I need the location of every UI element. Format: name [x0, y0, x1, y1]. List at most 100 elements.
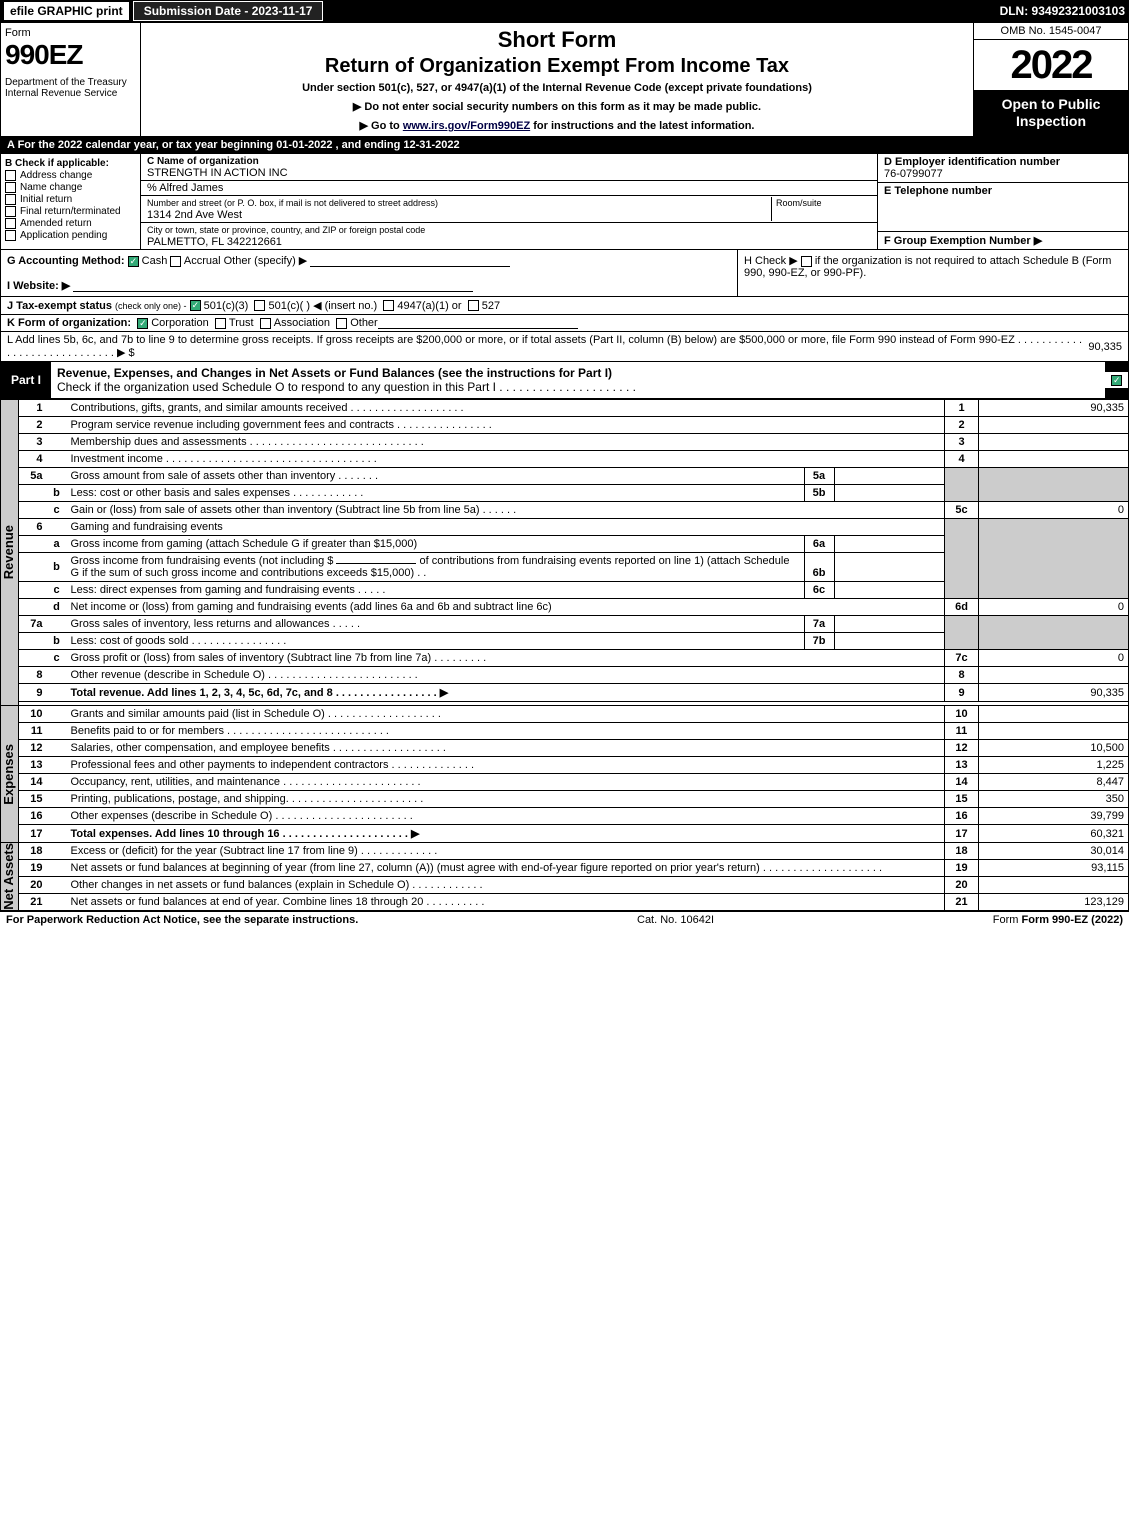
- inner-num: 5b: [804, 485, 834, 501]
- irs-link[interactable]: www.irs.gov/Form990EZ: [403, 120, 530, 132]
- checkbox-icon[interactable]: [336, 318, 347, 329]
- line-desc: Other changes in net assets or fund bala…: [67, 877, 945, 894]
- instr-post: for instructions and the latest informat…: [530, 120, 754, 132]
- chk-label: Amended return: [20, 218, 92, 229]
- checkbox-icon[interactable]: [254, 300, 265, 311]
- city-label: City or town, state or province, country…: [147, 225, 425, 235]
- k-trust: Trust: [229, 317, 254, 329]
- city-cell: City or town, state or province, country…: [141, 223, 877, 249]
- footer-right-bold: Form 990-EZ (2022): [1022, 914, 1123, 926]
- header-mid: Short Form Return of Organization Exempt…: [141, 23, 973, 136]
- line-6a-inner: Gross income from gaming (attach Schedul…: [67, 536, 945, 553]
- line-amount: [979, 667, 1129, 684]
- j-527: 527: [482, 300, 500, 312]
- l-text: L Add lines 5b, 6c, and 7b to line 9 to …: [7, 334, 1085, 359]
- inner-num: 7b: [804, 633, 834, 649]
- checkbox-icon[interactable]: [190, 300, 201, 311]
- line-desc: Other expenses (describe in Schedule O) …: [67, 808, 945, 825]
- line-ref: 20: [945, 877, 979, 894]
- line-desc: Gain or (loss) from sale of assets other…: [67, 502, 945, 519]
- j-label: J Tax-exempt status: [7, 300, 112, 312]
- header-right: OMB No. 1545-0047 2022 Open to Public In…: [973, 23, 1128, 136]
- line-ref: 11: [945, 723, 979, 740]
- part-title: Revenue, Expenses, and Changes in Net As…: [57, 366, 612, 380]
- grey-cell: [979, 468, 1129, 502]
- section-j: J Tax-exempt status (check only one) - 5…: [0, 297, 1129, 315]
- website-line[interactable]: [73, 280, 473, 292]
- sections-def: D Employer identification number 76-0799…: [878, 154, 1128, 249]
- efile-label[interactable]: efile GRAPHIC print: [4, 2, 129, 20]
- checkbox-icon[interactable]: [128, 256, 139, 267]
- chk-final-return[interactable]: Final return/terminated: [5, 206, 136, 217]
- part-tag: Part I: [1, 369, 51, 391]
- line-amount: 1,225: [979, 757, 1129, 774]
- line-ref: 4: [945, 451, 979, 468]
- inner-amt: [834, 485, 944, 501]
- j-501c: 501(c)( ) ◀ (insert no.): [268, 299, 377, 312]
- line-ref: 5c: [945, 502, 979, 519]
- line-ref: 7c: [945, 650, 979, 667]
- table-row: Expenses 10Grants and similar amounts pa…: [1, 706, 1129, 723]
- checkbox-icon[interactable]: [468, 300, 479, 311]
- org-name: STRENGTH IN ACTION INC: [147, 167, 288, 179]
- line-ref: 16: [945, 808, 979, 825]
- table-row: 5aGross amount from sale of assets other…: [1, 468, 1129, 485]
- care-of-cell: % Alfred James: [141, 181, 877, 196]
- form-title: Return of Organization Exempt From Incom…: [149, 55, 965, 78]
- checkbox-icon[interactable]: [801, 256, 812, 267]
- line-ref: 14: [945, 774, 979, 791]
- care-of: % Alfred James: [147, 182, 223, 194]
- line-amount: 60,321: [979, 825, 1129, 843]
- footer-left: For Paperwork Reduction Act Notice, see …: [6, 914, 358, 926]
- table-row: 21Net assets or fund balances at end of …: [1, 894, 1129, 911]
- j-501c3: 501(c)(3): [204, 300, 249, 312]
- chk-name-change[interactable]: Name change: [5, 182, 136, 193]
- line-ref: 13: [945, 757, 979, 774]
- line-ref: 15: [945, 791, 979, 808]
- line-amount: 30,014: [979, 843, 1129, 860]
- checkbox-icon[interactable]: [137, 318, 148, 329]
- address-cell: Number and street (or P. O. box, if mail…: [141, 196, 877, 223]
- city: PALMETTO, FL 342212661: [147, 236, 282, 248]
- short-form-title: Short Form: [149, 27, 965, 53]
- checkbox-icon[interactable]: [215, 318, 226, 329]
- table-row: 11Benefits paid to or for members . . . …: [1, 723, 1129, 740]
- footer-mid: Cat. No. 10642I: [637, 914, 714, 926]
- checkbox-icon[interactable]: [260, 318, 271, 329]
- grey-cell: [979, 519, 1129, 599]
- chk-label: Final return/terminated: [20, 206, 121, 217]
- top-bar: efile GRAPHIC print Submission Date - 20…: [0, 0, 1129, 22]
- k-assoc: Association: [274, 317, 330, 329]
- line-amount: [979, 451, 1129, 468]
- h-text-pre: H Check ▶: [744, 255, 801, 267]
- k-other-line[interactable]: [378, 317, 578, 329]
- other-specify-line[interactable]: [310, 255, 510, 267]
- line-desc: Less: direct expenses from gaming and fu…: [67, 582, 805, 598]
- chk-application-pending[interactable]: Application pending: [5, 230, 136, 241]
- inner-num: 6b: [804, 553, 834, 581]
- line-ref: 8: [945, 667, 979, 684]
- checkbox-icon[interactable]: [383, 300, 394, 311]
- chk-initial-return[interactable]: Initial return: [5, 194, 136, 205]
- chk-label: Name change: [20, 182, 82, 193]
- form-subtitle: Under section 501(c), 527, or 4947(a)(1)…: [149, 82, 965, 94]
- checkbox-icon[interactable]: [1111, 375, 1122, 386]
- submission-date: Submission Date - 2023-11-17: [133, 1, 324, 21]
- line-7a-inner: Gross sales of inventory, less returns a…: [67, 616, 945, 633]
- table-row: 8Other revenue (describe in Schedule O) …: [1, 667, 1129, 684]
- fill-line[interactable]: [336, 563, 416, 564]
- phone-label: E Telephone number: [884, 185, 992, 197]
- line-desc: Gross profit or (loss) from sales of inv…: [67, 650, 945, 667]
- line-amount: 93,115: [979, 860, 1129, 877]
- chk-address-change[interactable]: Address change: [5, 170, 136, 181]
- section-g: G Accounting Method: Cash Accrual Other …: [1, 250, 738, 296]
- checkbox-icon: [5, 170, 16, 181]
- section-a: A For the 2022 calendar year, or tax yea…: [0, 137, 1129, 154]
- line-ref: 1: [945, 400, 979, 417]
- page-footer: For Paperwork Reduction Act Notice, see …: [0, 911, 1129, 928]
- grey-cell: [979, 616, 1129, 650]
- checkbox-icon[interactable]: [170, 256, 181, 267]
- netassets-label: Net Assets: [1, 843, 16, 910]
- chk-amended-return[interactable]: Amended return: [5, 218, 136, 229]
- k-corp: Corporation: [151, 317, 208, 329]
